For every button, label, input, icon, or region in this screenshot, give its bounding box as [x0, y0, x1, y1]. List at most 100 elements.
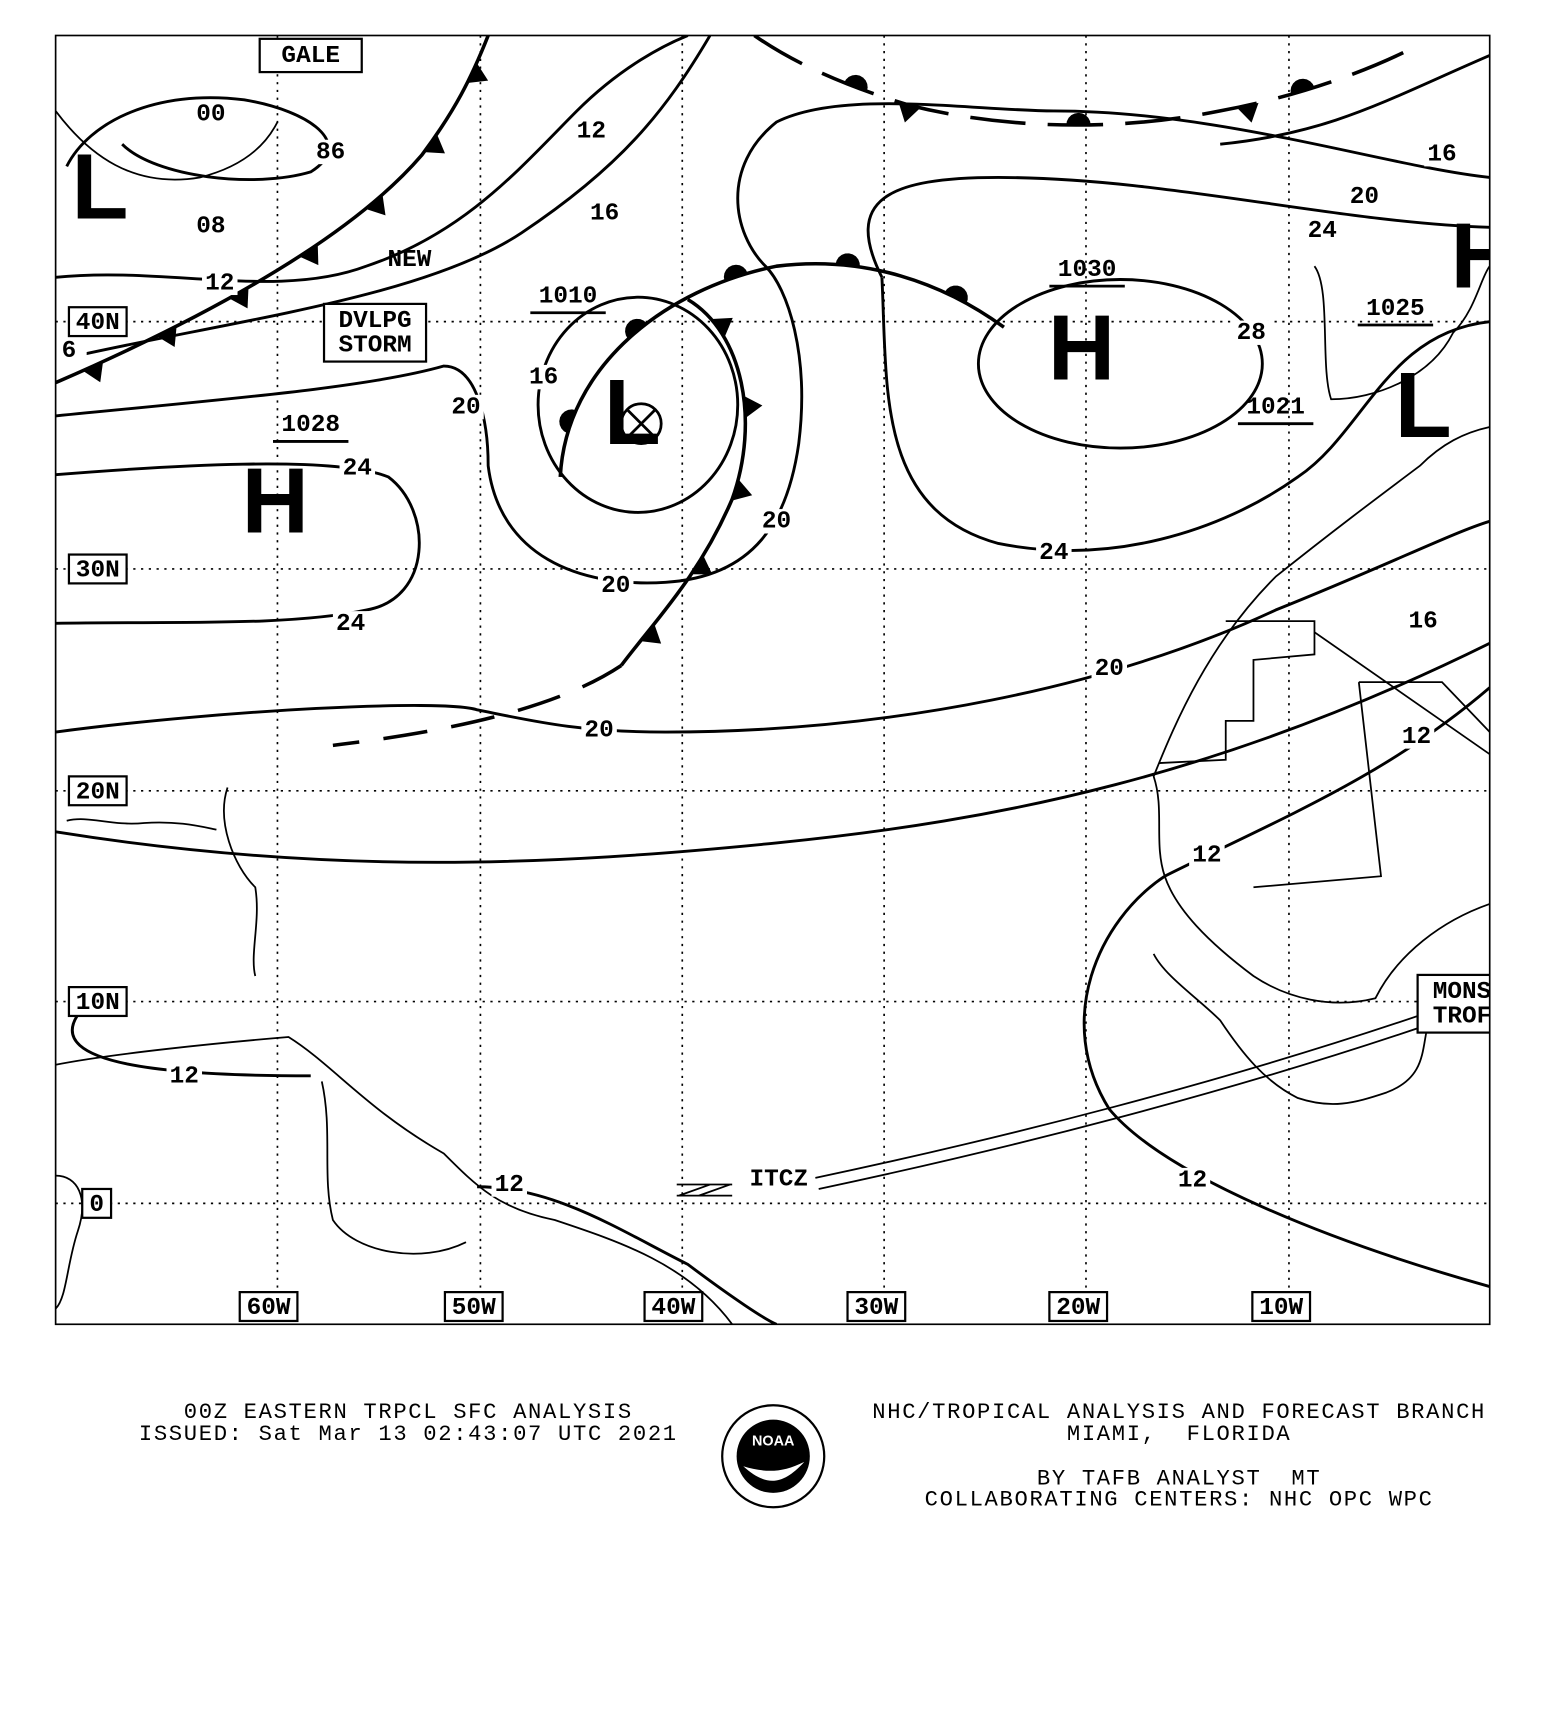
front-triangle — [731, 479, 753, 501]
isobar — [536, 295, 740, 514]
front-triangle — [691, 555, 713, 575]
isobar — [880, 277, 1490, 552]
isobar — [866, 176, 1490, 278]
isobar-label: 28 — [1237, 320, 1266, 347]
itcz-line — [815, 1010, 1432, 1179]
isobar-label: 16 — [1427, 142, 1456, 169]
lat-label: 40N — [76, 310, 120, 337]
isobar — [1082, 686, 1490, 1288]
isobar-label: 6 — [62, 338, 77, 365]
annotation-box — [1416, 973, 1490, 1034]
isobar-label: 12 — [1192, 843, 1221, 870]
isobar-label: 00 — [196, 102, 225, 129]
footer-text: BY TAFB ANALYST MT — [1037, 1466, 1321, 1491]
front-triangle — [711, 317, 733, 338]
axis-labels: 40N 30N 20N 10N 0 60W 50W 40W 30W 20W 10W — [67, 306, 1312, 1323]
lat-label: 30N — [76, 558, 120, 585]
isobar-label: 12 — [577, 118, 606, 145]
annotation-box — [322, 302, 428, 363]
isobar-label: 16 — [529, 365, 558, 392]
annotation-box-text: DVLPG — [338, 308, 411, 335]
isobar — [65, 96, 330, 181]
isobar-label: 24 — [336, 611, 365, 638]
isobar-label-bg — [491, 1172, 527, 1197]
isobar-label-bg — [586, 200, 623, 226]
lon-label: 50W — [452, 1295, 496, 1322]
cold-front — [619, 297, 748, 667]
pressure-center-symbol: H — [1048, 296, 1115, 400]
pressure-value: 1021 — [1246, 394, 1305, 421]
isobar-label-bg — [758, 509, 795, 534]
front-triangle — [1236, 102, 1259, 123]
isobar-label-bg — [573, 118, 610, 144]
isobar-label-bg — [1304, 218, 1340, 243]
isobar-label: 20 — [1350, 184, 1379, 211]
coastline — [223, 787, 258, 977]
front-triangle — [743, 395, 763, 418]
isobar-label: 12 — [495, 1172, 524, 1199]
isobar — [55, 641, 1490, 864]
isobar-label: 20 — [584, 717, 613, 744]
lat-label-box — [67, 553, 128, 585]
front-semicircle — [1290, 78, 1315, 95]
isobar-label: 12 — [170, 1063, 199, 1090]
front-triangle — [467, 62, 489, 84]
lat-label-box — [81, 1187, 113, 1219]
coastline — [1253, 631, 1490, 889]
lat-label: 10N — [76, 990, 120, 1017]
footer-text: COLLABORATING CENTERS: NHC OPC WPC — [925, 1487, 1434, 1512]
annotation-box-text: MONS — [1433, 979, 1492, 1006]
logo-disc — [736, 1419, 810, 1493]
map-area: 00 86 08 12 6 12 16 20 16 24 24 20 20 20 20 24 28 24 16 20 1… — [55, 35, 1492, 1325]
isobar-label: 20 — [1095, 656, 1124, 683]
front-semicircle — [944, 285, 968, 304]
isobar-label-bg — [312, 139, 349, 165]
coastline — [1152, 953, 1432, 1105]
footer-text: NHC/TROPICAL ANALYSIS AND FORECAST BRANC… — [872, 1400, 1486, 1425]
lon-label: 40W — [651, 1295, 695, 1322]
warm-front — [558, 262, 1005, 478]
front-triangle — [229, 287, 249, 309]
front-semicircle — [844, 74, 868, 92]
lon-label-box — [1048, 1291, 1109, 1323]
annotation-box — [258, 37, 363, 74]
isobar-label-bg — [1091, 656, 1128, 681]
annotation: ITCZ — [749, 1166, 808, 1193]
logo-bird — [743, 1461, 805, 1481]
isobar-label-bg — [1174, 1167, 1211, 1193]
itcz-line — [818, 1021, 1435, 1190]
isobar — [70, 1014, 311, 1078]
lat-label: 20N — [76, 779, 120, 806]
isobar-label: 12 — [1402, 724, 1431, 751]
grid — [55, 35, 1490, 1325]
stationary-front — [753, 35, 1410, 127]
map-frame — [54, 34, 1491, 1326]
front-semicircle — [835, 253, 860, 267]
isobar — [1220, 54, 1490, 146]
lon-label: 30W — [854, 1295, 898, 1322]
fronts — [55, 35, 1410, 748]
lat-label-box — [67, 775, 128, 807]
pressure-value: 1010 — [539, 284, 598, 311]
isobar-label: 24 — [1039, 540, 1068, 567]
coastline — [1152, 426, 1490, 1004]
isobar — [55, 102, 1490, 585]
isobar-label-bg — [166, 1063, 203, 1089]
logo-text: NOAA — [752, 1434, 795, 1450]
front-triangle — [82, 361, 104, 383]
isobar-label-bg — [1424, 141, 1460, 167]
isobar-label-bg — [1233, 320, 1269, 345]
lon-label: 20W — [1056, 1295, 1100, 1322]
isobar-label-bg — [193, 102, 229, 127]
isobar-label-bg — [448, 394, 484, 420]
dissipating-front — [332, 663, 623, 748]
isobar-label: 16 — [590, 200, 619, 227]
low-center-marker — [626, 409, 656, 438]
lat-label-box — [67, 986, 128, 1018]
lat-label-box — [67, 306, 128, 338]
pressure-center-symbol: H — [242, 449, 309, 553]
isobar-label-bg — [202, 270, 238, 296]
front-semicircle — [625, 318, 647, 339]
lon-label-box — [238, 1291, 299, 1323]
